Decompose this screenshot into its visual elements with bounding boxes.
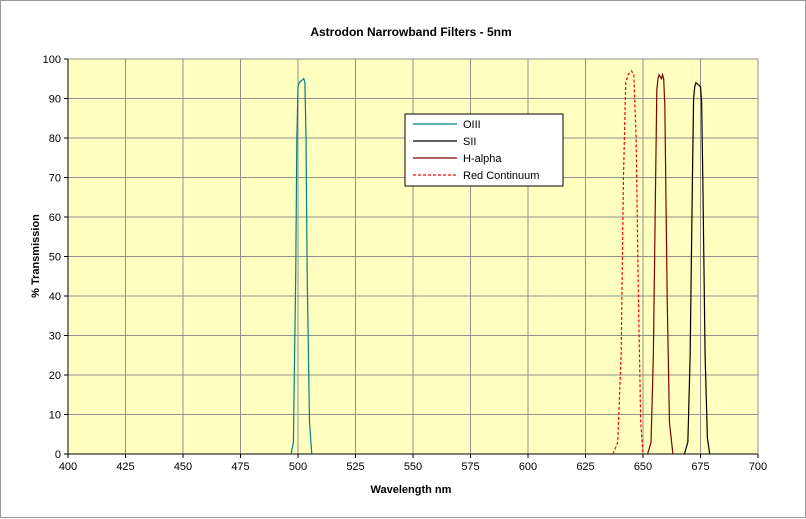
y-tick-label: 80 (49, 133, 61, 145)
y-tick-label: 10 (49, 410, 61, 422)
x-tick-label: 575 (461, 461, 479, 473)
legend-label: Red Continuum (463, 170, 539, 182)
grid-lines (68, 58, 759, 454)
x-tick-label: 500 (289, 461, 307, 473)
x-tick-labels: 400 425 450 475 500 525 550 575 600 625 650 675 700 (59, 461, 767, 473)
legend: OIII SII H-alpha Red Continuum (404, 113, 564, 187)
x-tick-label: 625 (576, 461, 594, 473)
x-tick-label: 650 (634, 461, 652, 473)
x-tick-label: 700 (749, 461, 767, 473)
x-tick-label: 400 (59, 461, 77, 473)
y-tick-label: 50 (49, 252, 61, 264)
y-tick-label: 40 (49, 291, 61, 303)
x-axis-title: Wavelength nm (371, 484, 452, 496)
x-tick-label: 475 (231, 461, 249, 473)
series-line-red-continuum (612, 69, 644, 455)
x-tick-label: 600 (519, 461, 537, 473)
x-tick-label: 550 (404, 461, 422, 473)
y-tick-label: 30 (49, 331, 61, 343)
y-tick-label: 0 (55, 449, 61, 461)
x-tick-label: 525 (346, 461, 364, 473)
y-tick-label: 60 (49, 212, 61, 224)
x-tick-label: 450 (174, 461, 192, 473)
series-line-sii (683, 81, 711, 455)
legend-label: SII (463, 136, 476, 148)
legend-label: OIII (463, 119, 481, 131)
x-tick-label: 675 (691, 461, 709, 473)
axes (64, 58, 759, 458)
series-lines (290, 69, 711, 455)
y-tick-label: 20 (49, 370, 61, 382)
y-axis-title: % Transmission (30, 214, 42, 298)
y-tick-labels: 0 10 20 30 40 50 60 70 80 90 100 (43, 54, 61, 461)
legend-label: H-alpha (463, 153, 502, 165)
y-tick-label: 70 (49, 173, 61, 185)
y-tick-label: 100 (43, 54, 61, 66)
y-tick-label: 90 (49, 94, 61, 106)
x-tick-label: 425 (116, 461, 134, 473)
series-line-h-alpha (647, 72, 674, 455)
chart-title: Astrodon Narrowband Filters - 5nm (310, 25, 511, 39)
series-line-oiii (290, 77, 313, 455)
legend-box (404, 113, 564, 187)
